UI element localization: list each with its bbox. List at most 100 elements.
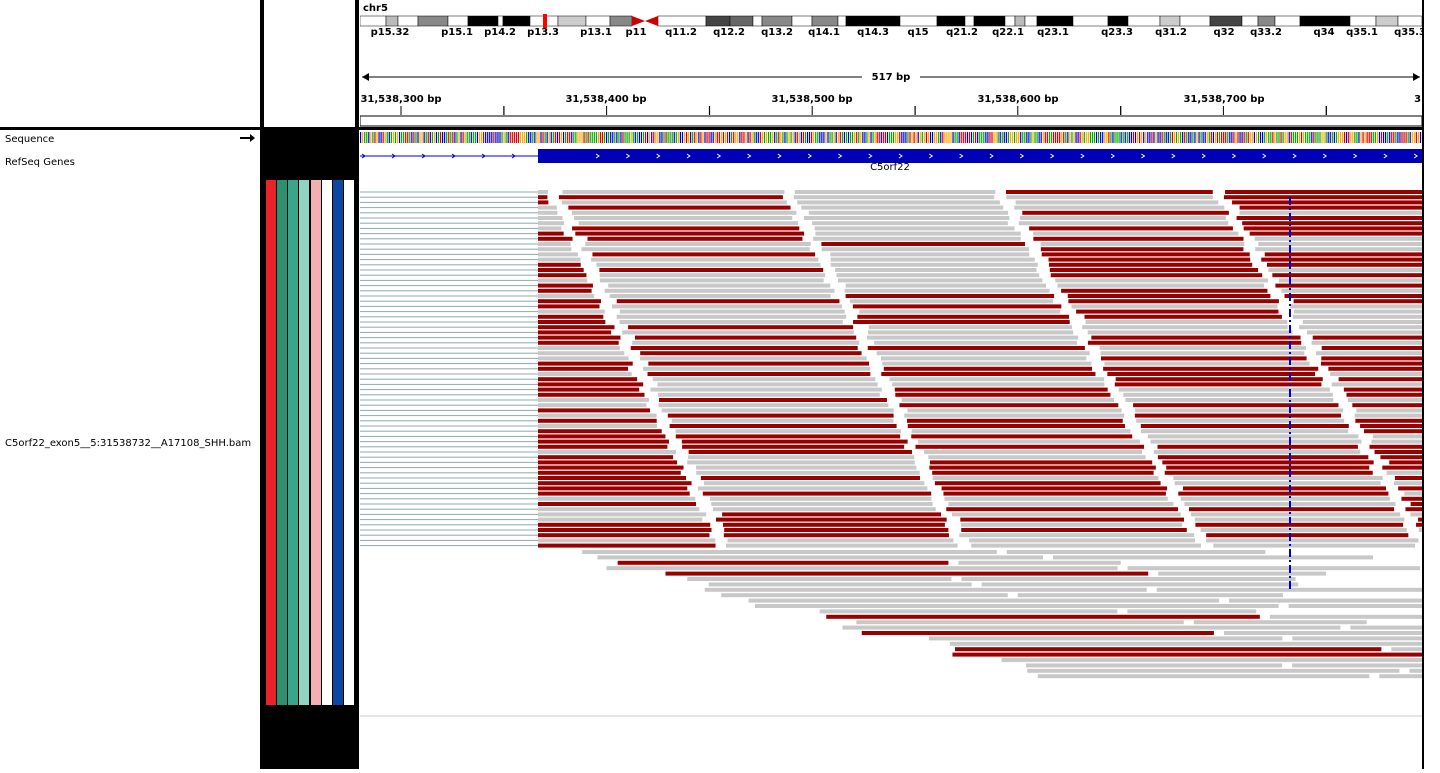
base [931,132,934,143]
attr-sep [321,130,322,769]
base [1327,132,1329,143]
cytoband-label: q21.2 [946,27,978,38]
base [1139,132,1141,143]
base [649,132,651,143]
base [1393,132,1395,143]
base [362,132,364,143]
base [929,132,932,143]
read [538,351,625,356]
read [538,533,710,538]
base [1288,132,1290,143]
base [720,132,722,143]
attr-sep [287,130,288,769]
read [659,398,887,402]
read [1321,346,1422,350]
base [784,132,786,143]
base [1227,132,1229,143]
soft-clip [360,357,538,359]
base [934,132,936,143]
base [644,132,647,143]
base [374,132,376,143]
base [749,132,751,143]
base [747,132,749,143]
read [538,288,592,293]
read [1394,481,1422,486]
read [538,278,588,283]
base [448,132,450,143]
read [830,252,1030,257]
read [538,455,674,460]
base [1147,132,1149,143]
base [616,132,618,143]
read [1091,335,1301,340]
base [446,132,448,143]
base [800,132,802,143]
read [640,351,862,356]
read [1239,205,1422,210]
base [614,132,616,143]
soft-clip [360,446,538,448]
soft-clip [360,331,538,333]
base [1024,132,1026,143]
read [1346,392,1422,397]
base [1001,132,1003,143]
read [608,283,831,288]
read [907,408,1122,413]
cytoband [1036,15,1074,27]
cytoband [657,15,707,27]
read [1272,273,1422,278]
base [767,132,770,143]
base [706,132,708,143]
cytoband [1299,15,1351,27]
read [1356,408,1422,413]
read [688,455,915,460]
track-name: Sequence [5,134,54,145]
base [1309,132,1311,143]
read [1006,550,1266,554]
cytoband [1274,15,1301,27]
chromosome-label: chr5 [363,3,388,14]
base [394,132,397,143]
base [688,132,690,143]
base [1348,132,1350,143]
read [813,236,1021,241]
read [1084,314,1282,319]
base [745,132,747,143]
base [1079,132,1081,143]
read [1085,320,1288,324]
read [675,429,901,434]
base [1054,132,1057,143]
read [538,226,562,231]
base [907,132,909,143]
read [958,560,1121,565]
base [544,132,546,143]
read [934,481,1161,486]
ideogram: p15.32 p15.1 p14.2 p13.3 p13.1 p11 q11.2 q12.2 q… [360,14,1422,38]
base [511,132,513,143]
read [538,502,697,506]
cytoband-label: q23.3 [1101,27,1133,38]
base [536,132,538,143]
base [493,132,495,143]
read [1242,221,1422,226]
base [1292,132,1294,143]
read [1315,351,1422,356]
read [845,294,1055,298]
read [797,200,1000,205]
read [650,387,882,392]
read [538,418,657,423]
read [874,340,1077,345]
base [1013,132,1016,143]
strand [595,153,600,159]
read [1127,566,1420,571]
base [1204,132,1206,143]
strand-arrow[interactable] [240,134,255,142]
base [755,132,757,143]
base [852,132,854,143]
base [1120,132,1122,143]
base [1208,132,1210,143]
read [1049,268,1259,272]
base [651,132,653,143]
strand [1110,153,1116,159]
